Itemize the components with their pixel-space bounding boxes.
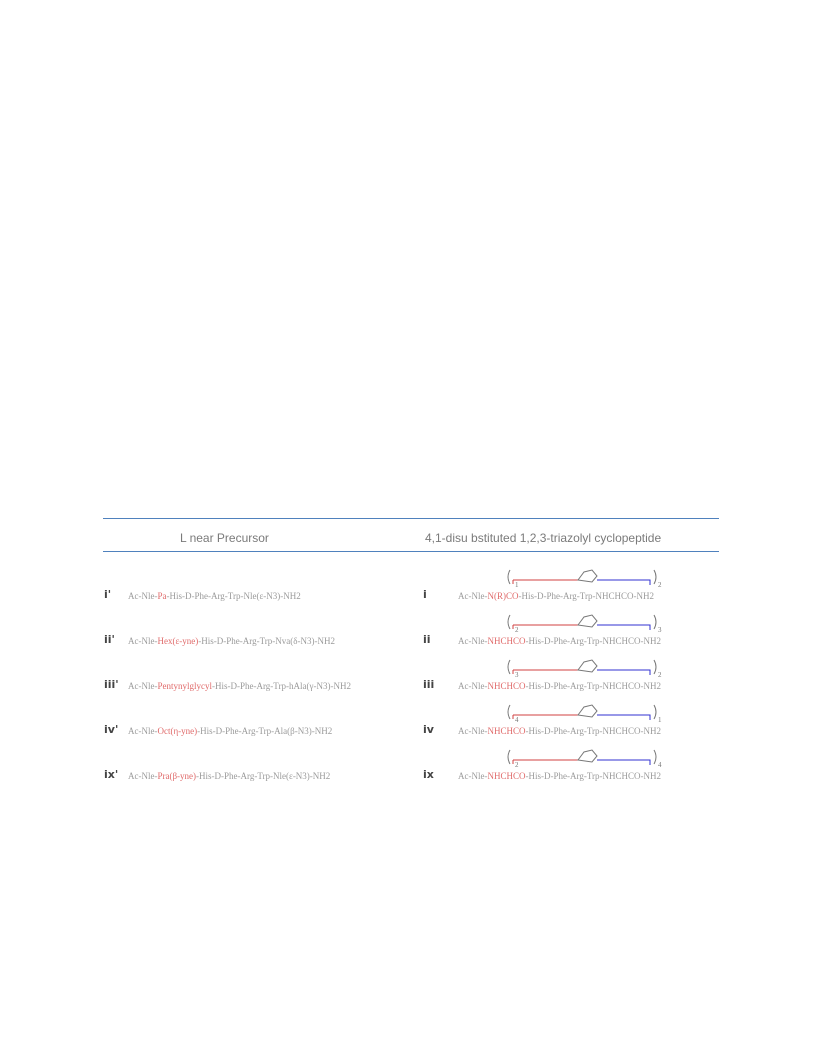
left-paren bbox=[507, 569, 511, 585]
sequence-post: -His-D-Phe-Arg-Trp-Ala(β-N3)-NH2 bbox=[197, 726, 333, 736]
cyclopeptide-sequence: Ac-Nle-N(R)CO-His-D-Phe-Arg-Trp-NHCHCO-N… bbox=[458, 591, 654, 601]
precursor-label: iv' bbox=[104, 723, 119, 736]
sequence-red: Pa bbox=[157, 591, 167, 601]
precursor-sequence: Ac-Nle-Hex(ε-yne)-His-D-Phe-Arg-Trp-Nva(… bbox=[128, 636, 335, 646]
right-paren bbox=[653, 569, 657, 585]
cyclopeptide-sequence: Ac-Nle-NHCHCO-His-D-Phe-Arg-Trp-NHCHCO-N… bbox=[458, 681, 661, 691]
right-subscript: 2 bbox=[658, 671, 662, 678]
triazole-ring bbox=[577, 659, 598, 673]
product-label: iv bbox=[423, 723, 434, 736]
right-paren bbox=[653, 659, 657, 675]
sequence-post: -His-D-Phe-Arg-Trp-Nle(ε-N3)-NH2 bbox=[196, 771, 331, 781]
sequence-post: -His-D-Phe-Arg-Trp-NHCHCO-NH2 bbox=[525, 771, 662, 781]
left-paren bbox=[507, 614, 511, 630]
sequence-red: Pentynylglycyl bbox=[157, 681, 212, 691]
right-subscript: 3 bbox=[658, 626, 662, 633]
left-subscript: 1 bbox=[515, 581, 519, 588]
sequence-pre: Ac-Nle- bbox=[128, 681, 158, 691]
left-paren bbox=[507, 749, 511, 765]
sequence-post: -His-D-Phe-Arg-Trp-Nva(δ-N3)-NH2 bbox=[198, 636, 335, 646]
precursor-sequence: Ac-Nle-Oct(η-yne)-His-D-Phe-Arg-Trp-Ala(… bbox=[128, 726, 332, 736]
sequence-pre: Ac-Nle- bbox=[458, 591, 488, 601]
sequence-post: -His-D-Phe-Arg-Trp-NHCHCO-NH2 bbox=[525, 681, 662, 691]
red-linker bbox=[512, 669, 578, 674]
left-subscript: 2 bbox=[515, 626, 519, 633]
triazole-ring bbox=[577, 704, 598, 718]
blue-linker bbox=[597, 669, 651, 675]
red-linker bbox=[512, 579, 578, 584]
left-paren bbox=[507, 704, 511, 720]
sequence-red: Hex(ε-yne) bbox=[157, 636, 199, 646]
sequence-pre: Ac-Nle- bbox=[458, 681, 488, 691]
product-label: ii bbox=[423, 633, 431, 646]
right-paren bbox=[653, 614, 657, 630]
product-label: iii bbox=[423, 678, 435, 691]
red-linker bbox=[512, 714, 578, 719]
precursor-label: iii' bbox=[104, 678, 119, 691]
table-top-rule bbox=[103, 518, 719, 519]
sequence-red: Oct(η-yne) bbox=[157, 726, 198, 736]
precursor-sequence: Ac-Nle-Pra(β-yne)-His-D-Phe-Arg-Trp-Nle(… bbox=[128, 771, 330, 781]
sequence-pre: Ac-Nle- bbox=[458, 771, 488, 781]
triazole-ring bbox=[577, 569, 598, 583]
product-label: i bbox=[423, 588, 427, 601]
precursor-label: ix' bbox=[104, 768, 119, 781]
sequence-pre: Ac-Nle- bbox=[128, 591, 158, 601]
table-row: 2 3 ii' Ac-Nle-Hex(ε-yne)-His-D-Phe-Arg-Trp… bbox=[0, 603, 816, 646]
left-subscript: 4 bbox=[515, 716, 519, 723]
sequence-post: -His-D-Phe-Arg-Trp-NHCHCO-NH2 bbox=[525, 636, 662, 646]
sequence-post: -His-D-Phe-Arg-Trp-hAla(γ-N3)-NH2 bbox=[211, 681, 351, 691]
table-header-rule bbox=[103, 551, 719, 552]
precursor-label: i' bbox=[104, 588, 112, 601]
table-row: 1 2 i' Ac-Nle-Pa-His-D-Phe-Arg-Trp-Nle(ε-N3… bbox=[0, 558, 816, 601]
cyclopeptide-sequence: Ac-Nle-NHCHCO-His-D-Phe-Arg-Trp-NHCHCO-N… bbox=[458, 726, 661, 736]
header-linear-precursor: L near Precursor bbox=[180, 531, 269, 545]
right-paren bbox=[653, 704, 657, 720]
right-subscript: 4 bbox=[658, 761, 662, 768]
table-row: 3 2 iii' Ac-Nle-Pentynylglycyl-His-D-Phe-Ar… bbox=[0, 648, 816, 691]
sequence-post: -His-D-Phe-Arg-Trp-NHCHCO-NH2 bbox=[525, 726, 662, 736]
table-row: 4 1 iv' Ac-Nle-Oct(η-yne)-His-D-Phe-Arg-Trp… bbox=[0, 693, 816, 736]
right-paren bbox=[653, 749, 657, 765]
product-label: ix bbox=[423, 768, 434, 781]
cyclopeptide-sequence: Ac-Nle-NHCHCO-His-D-Phe-Arg-Trp-NHCHCO-N… bbox=[458, 636, 661, 646]
blue-linker bbox=[597, 759, 651, 765]
cyclopeptide-sequence: Ac-Nle-NHCHCO-His-D-Phe-Arg-Trp-NHCHCO-N… bbox=[458, 771, 661, 781]
sequence-red: NHCHCO bbox=[487, 726, 526, 736]
table-row: 2 4 ix' Ac-Nle-Pra(β-yne)-His-D-Phe-Arg-Trp… bbox=[0, 738, 816, 781]
left-subscript: 3 bbox=[515, 671, 519, 678]
triazole-ring bbox=[577, 749, 598, 763]
sequence-pre: Ac-Nle- bbox=[458, 636, 488, 646]
red-linker bbox=[512, 624, 578, 629]
sequence-post: -His-D-Phe-Arg-Trp-NHCHCO-NH2 bbox=[518, 591, 654, 601]
precursor-sequence: Ac-Nle-Pa-His-D-Phe-Arg-Trp-Nle(ε-N3)-NH… bbox=[128, 591, 301, 601]
right-subscript: 2 bbox=[658, 581, 662, 588]
sequence-red: NHCHCO bbox=[487, 681, 526, 691]
header-cyclopeptide: 4,1-disu bstituted 1,2,3-triazolyl cyclo… bbox=[425, 531, 662, 545]
right-subscript: 1 bbox=[658, 716, 662, 723]
sequence-red: NHCHCO bbox=[487, 771, 526, 781]
blue-linker bbox=[597, 579, 651, 585]
sequence-pre: Ac-Nle- bbox=[128, 771, 158, 781]
sequence-pre: Ac-Nle- bbox=[128, 726, 158, 736]
sequence-pre: Ac-Nle- bbox=[458, 726, 488, 736]
sequence-red: Pra(β-yne) bbox=[157, 771, 197, 781]
sequence-red: N(R)CO bbox=[487, 591, 519, 601]
precursor-sequence: Ac-Nle-Pentynylglycyl-His-D-Phe-Arg-Trp-… bbox=[128, 681, 351, 691]
blue-linker bbox=[597, 624, 651, 630]
sequence-pre: Ac-Nle- bbox=[128, 636, 158, 646]
triazole-ring bbox=[577, 614, 598, 628]
sequence-red: NHCHCO bbox=[487, 636, 526, 646]
blue-linker bbox=[597, 714, 651, 720]
precursor-label: ii' bbox=[104, 633, 115, 646]
left-paren bbox=[507, 659, 511, 675]
left-subscript: 2 bbox=[515, 761, 519, 768]
sequence-post: -His-D-Phe-Arg-Trp-Nle(ε-N3)-NH2 bbox=[166, 591, 301, 601]
red-linker bbox=[512, 759, 578, 764]
